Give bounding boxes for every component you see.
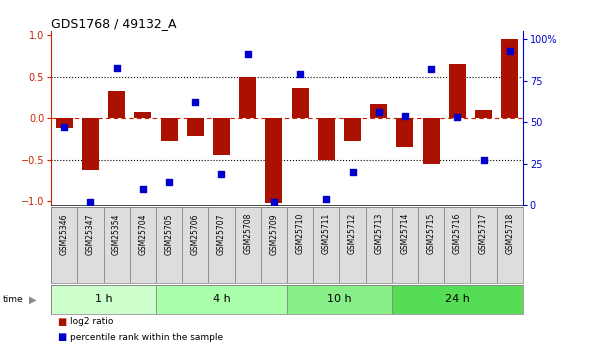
Bar — [287, 207, 313, 283]
Text: GSM25714: GSM25714 — [400, 213, 409, 255]
Bar — [182, 207, 209, 283]
Text: ■: ■ — [57, 332, 66, 342]
Bar — [444, 207, 471, 283]
Text: GSM25716: GSM25716 — [453, 213, 462, 255]
Text: GSM25708: GSM25708 — [243, 213, 252, 255]
Text: GSM25709: GSM25709 — [269, 213, 278, 255]
Point — [243, 51, 252, 57]
Bar — [103, 207, 130, 283]
Text: GSM25706: GSM25706 — [191, 213, 200, 255]
Bar — [418, 207, 444, 283]
Point — [138, 186, 148, 191]
Bar — [82, 118, 99, 170]
Bar — [234, 207, 261, 283]
Point — [112, 65, 121, 70]
Point — [295, 71, 305, 77]
Bar — [56, 118, 73, 128]
Point — [400, 113, 410, 118]
Point — [59, 125, 69, 130]
Bar — [51, 207, 78, 283]
Text: ▶: ▶ — [29, 294, 36, 304]
Bar — [209, 207, 234, 283]
Point — [479, 158, 489, 163]
Bar — [501, 39, 518, 118]
Bar — [239, 77, 256, 118]
Bar — [291, 88, 308, 118]
Text: GSM25713: GSM25713 — [374, 213, 383, 255]
Bar — [392, 207, 418, 283]
Text: log2 ratio: log2 ratio — [70, 317, 114, 326]
Text: GSM25707: GSM25707 — [217, 213, 226, 255]
Point — [505, 48, 514, 54]
Text: GSM25354: GSM25354 — [112, 213, 121, 255]
Point — [374, 110, 383, 115]
Point — [216, 171, 226, 177]
Bar — [340, 207, 365, 283]
Point — [164, 179, 174, 185]
Bar — [134, 112, 151, 118]
Bar — [287, 285, 392, 314]
Text: 10 h: 10 h — [327, 294, 352, 304]
Bar — [471, 207, 496, 283]
Bar — [365, 207, 392, 283]
Text: 24 h: 24 h — [445, 294, 470, 304]
Bar — [130, 207, 156, 283]
Bar — [187, 118, 204, 136]
Bar — [344, 118, 361, 141]
Text: 4 h: 4 h — [213, 294, 230, 304]
Bar — [318, 118, 335, 160]
Point — [322, 196, 331, 201]
Text: GSM25717: GSM25717 — [479, 213, 488, 255]
Bar — [156, 207, 182, 283]
Text: percentile rank within the sample: percentile rank within the sample — [70, 333, 224, 342]
Bar — [78, 207, 103, 283]
Bar — [51, 285, 156, 314]
Text: 1 h: 1 h — [95, 294, 112, 304]
Text: GSM25715: GSM25715 — [427, 213, 436, 255]
Text: GSM25347: GSM25347 — [86, 213, 95, 255]
Bar — [266, 118, 282, 203]
Point — [348, 169, 358, 175]
Bar — [397, 118, 413, 147]
Point — [426, 67, 436, 72]
Text: GSM25346: GSM25346 — [59, 213, 69, 255]
Point — [453, 115, 462, 120]
Point — [85, 199, 95, 205]
Bar — [449, 64, 466, 118]
Text: ■: ■ — [57, 317, 66, 327]
Bar — [423, 118, 440, 164]
Point — [191, 100, 200, 105]
Text: GDS1768 / 49132_A: GDS1768 / 49132_A — [51, 17, 177, 30]
Text: GSM25704: GSM25704 — [138, 213, 147, 255]
Text: GSM25718: GSM25718 — [505, 213, 514, 254]
Text: GSM25711: GSM25711 — [322, 213, 331, 254]
Bar — [156, 285, 287, 314]
Text: GSM25712: GSM25712 — [348, 213, 357, 254]
Point — [269, 199, 279, 205]
Bar — [261, 207, 287, 283]
Bar — [496, 207, 523, 283]
Text: time: time — [3, 295, 23, 304]
Bar — [392, 285, 523, 314]
Text: GSM25710: GSM25710 — [296, 213, 305, 255]
Bar — [160, 118, 177, 140]
Text: GSM25705: GSM25705 — [165, 213, 174, 255]
Bar — [475, 110, 492, 118]
Bar — [370, 104, 387, 118]
Bar — [313, 207, 340, 283]
Bar — [213, 118, 230, 156]
Bar — [108, 91, 125, 118]
